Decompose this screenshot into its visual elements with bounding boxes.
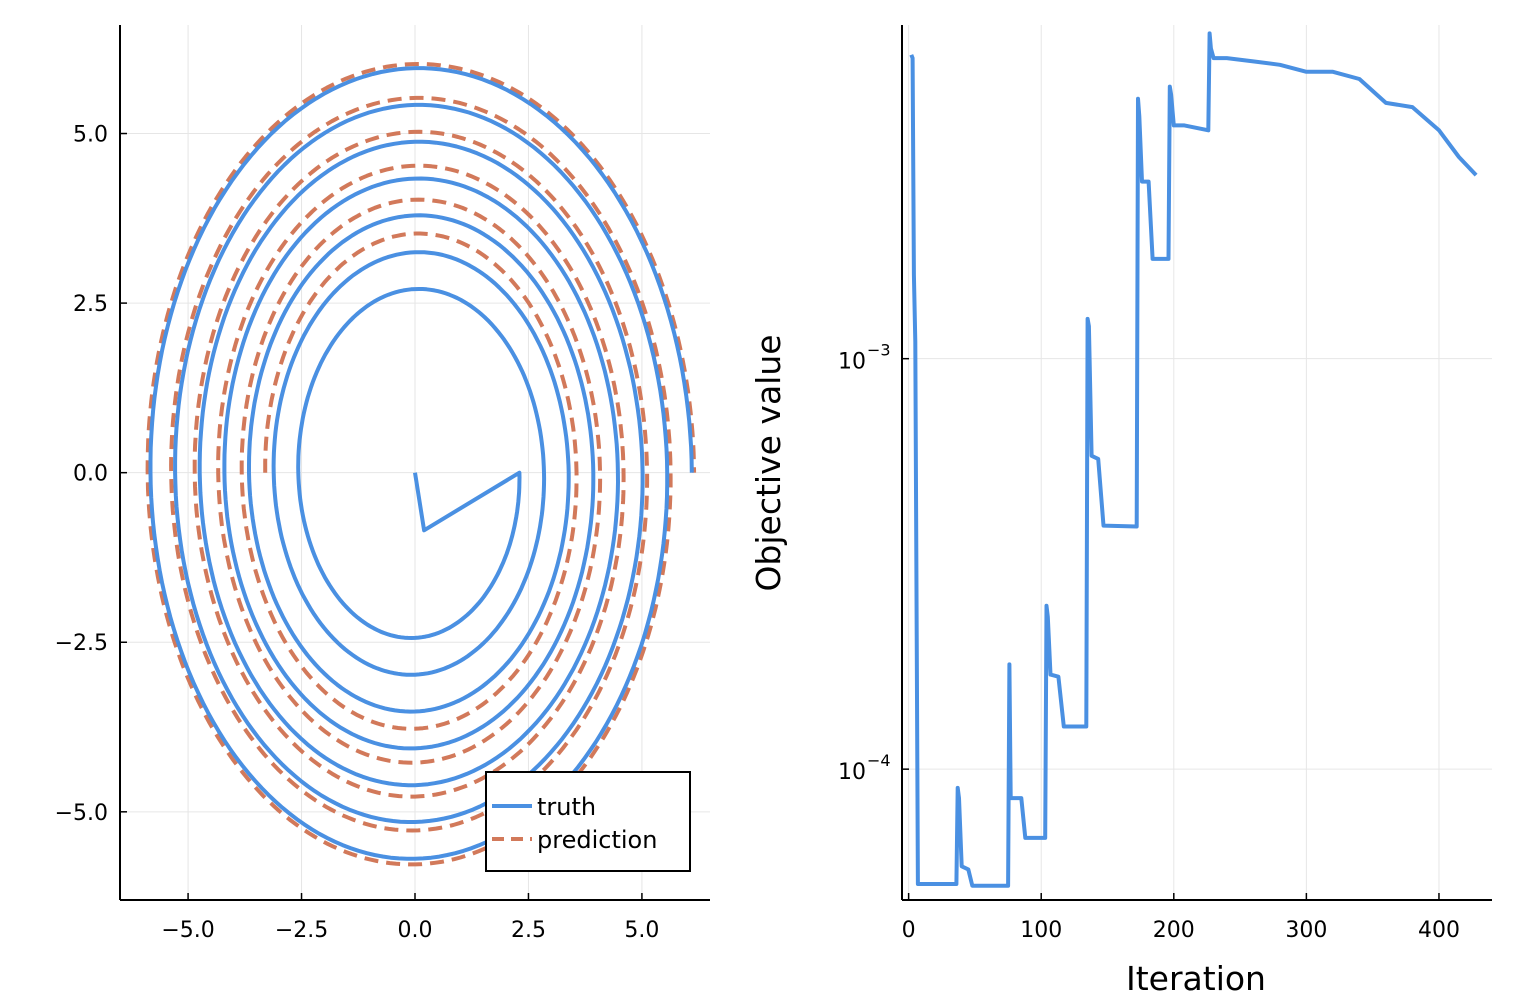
left-series [145,62,697,867]
spiral-phase-plot: −5.0 −2.5 0.0 2.5 5.0 5.0 2.5 0.0 −2.5 −5.0 truth… [55,25,710,943]
legend-prediction-label: prediction [537,826,657,854]
legend-truth-label: truth [537,793,596,821]
left-y-tick-label: 2.5 [73,292,108,317]
left-y-tick-label: 5.0 [73,123,108,148]
right-x-tick-label: 400 [1418,918,1460,943]
left-axes [119,25,710,901]
right-series [909,31,1478,888]
right-axes [901,25,1492,901]
right-x-tick-label: 100 [1020,918,1062,943]
right-y-tick-label: 10 [838,350,866,375]
right-grid [902,25,1492,900]
right-y-tick-exponent: −4 [867,751,891,770]
right-y-tick-exponent: −3 [867,341,891,360]
right-x-tick-label: 300 [1285,918,1327,943]
right-y-tick-label: 10 [838,760,866,785]
right-x-tick-label: 0 [902,918,916,943]
legend-box [485,771,691,872]
left-tick-labels: −5.0 −2.5 0.0 2.5 5.0 5.0 2.5 0.0 −2.5 −5.0 [55,123,660,943]
objective-line [909,31,1478,888]
left-y-tick-label: 0.0 [73,462,108,487]
y-axis-label: Objective value [749,334,788,591]
legend: truth prediction [485,771,691,872]
right-x-tick-label: 200 [1153,918,1195,943]
series-truth-line [148,66,694,861]
left-x-tick-label: −5.0 [161,918,214,943]
left-x-tick-label: 0.0 [398,918,433,943]
left-x-tick-label: 5.0 [624,918,659,943]
left-x-tick-label: 2.5 [511,918,546,943]
left-x-tick-label: −2.5 [275,918,328,943]
x-axis-label: Iteration [1126,959,1266,998]
left-y-tick-label: −5.0 [55,801,108,826]
left-y-tick-label: −2.5 [55,631,108,656]
series-prediction-line [145,62,697,867]
